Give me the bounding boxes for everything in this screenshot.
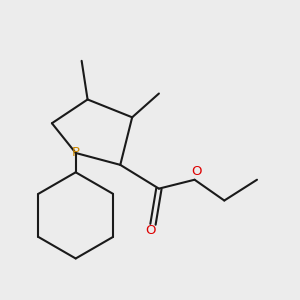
Text: P: P bbox=[72, 146, 80, 160]
Text: O: O bbox=[145, 224, 155, 237]
Text: O: O bbox=[191, 165, 201, 178]
